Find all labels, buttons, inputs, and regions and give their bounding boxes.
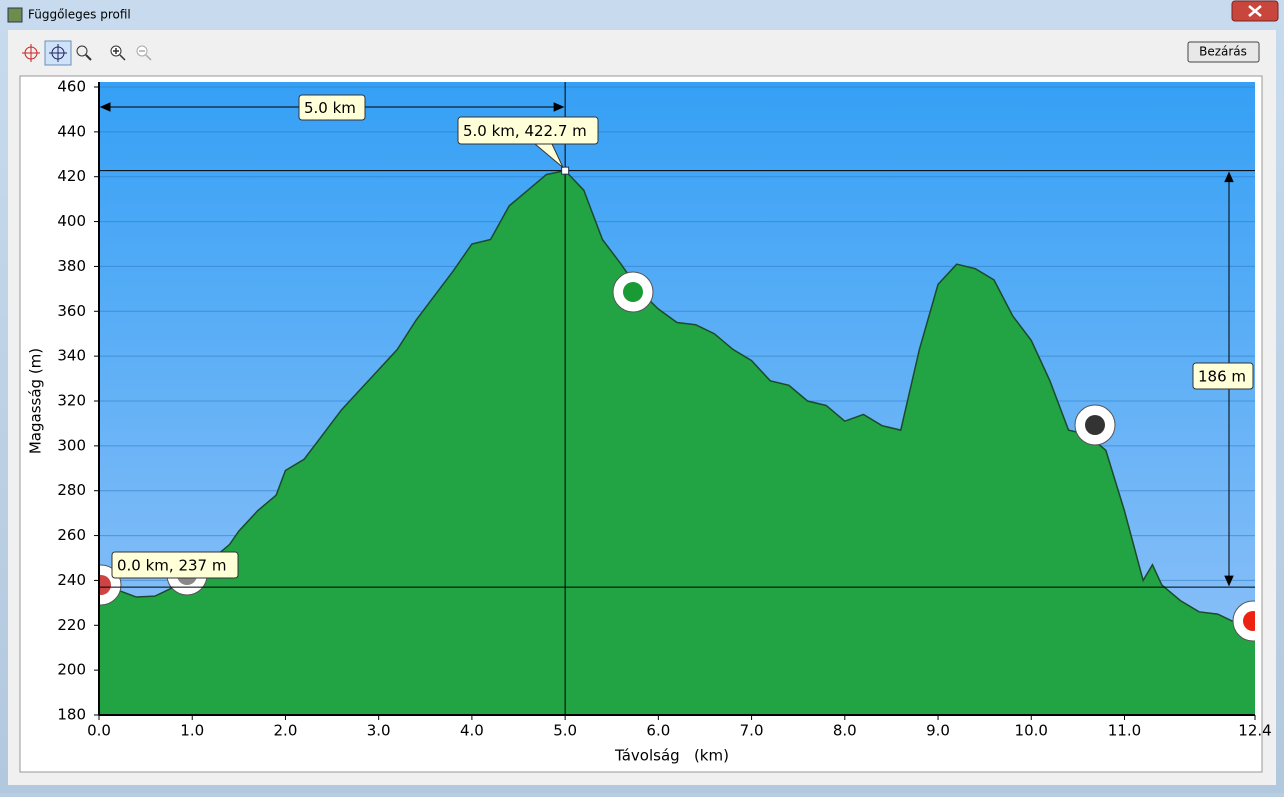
x-tick-label: 6.0 (646, 722, 670, 740)
x-tick-label: 9.0 (926, 722, 950, 740)
y-tick-label: 400 (57, 212, 86, 230)
x-tick-label: 10.0 (1015, 722, 1048, 740)
cursor-label-box (457, 116, 599, 145)
y-axis-title: Magasság (m) (27, 348, 45, 454)
elevation-line (99, 169, 1255, 627)
zoom-in-tool[interactable] (110, 45, 126, 61)
window-title: Függőleges profil (28, 8, 131, 22)
y-tick-label: 460 (57, 78, 86, 96)
crosshair-tool[interactable] (22, 44, 40, 62)
plot (99, 169, 1255, 715)
y-tick-label: 220 (57, 616, 86, 634)
x-tick-label: 7.0 (740, 722, 764, 740)
annotations: 5.0 km 5.0 km, 422.7 m 0.0 km, 237 m 186 m (99, 82, 1255, 715)
end-icon-icon (1243, 611, 1255, 631)
y-tick-label: 440 (57, 122, 86, 140)
close-x-icon (1248, 5, 1262, 17)
measure-icon (49, 44, 67, 62)
zoom-area-tool[interactable] (76, 45, 92, 61)
y-tick-label: 320 (57, 392, 86, 410)
x-axis-title: Távolság (km) (614, 747, 729, 765)
x-tick-label: 8.0 (833, 722, 857, 740)
camera-icon-icon (1085, 415, 1105, 435)
height-label: 186 m (1198, 368, 1246, 386)
x-tick-label: 0.0 (87, 722, 111, 740)
y-tick-label: 380 (57, 257, 86, 275)
y-tick-label: 420 (57, 167, 86, 185)
axes: 180 200 220 240 260 280 300 320 340 360 380 400 420 4… (27, 78, 1272, 765)
cursor-marker (561, 166, 570, 175)
x-tick-label: 11.0 (1108, 722, 1141, 740)
y-tick-label: 200 (57, 661, 86, 679)
y-tick-label: 240 (57, 571, 86, 589)
x-tick-label: 12.4 (1238, 722, 1271, 740)
y-tick-label: 360 (57, 302, 86, 320)
cursor-label: 5.0 km, 422.7 m (463, 122, 587, 140)
x-tick-label: 4.0 (460, 722, 484, 740)
zoom-out-tool[interactable] (136, 45, 152, 61)
toolbar: Bezárás (22, 40, 1260, 66)
start-label-box (111, 551, 239, 579)
x-tick-label: 5.0 (553, 722, 577, 740)
y-tick-label: 280 (57, 481, 86, 499)
y-tick-label: 260 (57, 526, 86, 544)
picnic-icon-icon (623, 282, 643, 302)
height-label-box (1192, 362, 1254, 390)
close-button-label: Bezárás (1199, 45, 1247, 59)
distance-label-box (298, 94, 366, 121)
close-button[interactable] (1187, 41, 1260, 63)
x-tick-label: 3.0 (367, 722, 391, 740)
start-label: 0.0 km, 237 m (117, 557, 226, 575)
elevation-area (99, 170, 1255, 715)
x-tick-label: 1.0 (180, 722, 204, 740)
distance-label: 5.0 km (304, 99, 356, 117)
app-icon (7, 7, 23, 23)
x-tick-label: 2.0 (274, 722, 298, 740)
start-icon-icon (99, 575, 111, 595)
y-tick-label: 300 (57, 436, 86, 454)
y-tick-label: 340 (57, 347, 86, 365)
y-tick-label: 180 (57, 706, 86, 724)
